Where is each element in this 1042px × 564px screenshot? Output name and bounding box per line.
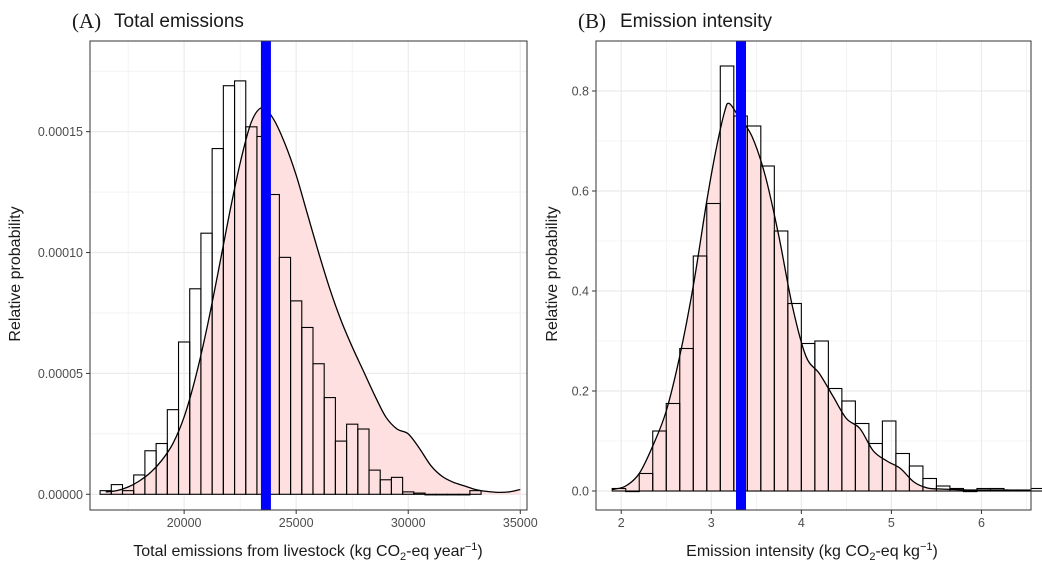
panel-b-panel-border [595,40,1032,511]
panel-a-histogram-bar [357,428,370,495]
panel-a-x-title-pre: Total emissions from livestock (kg CO [133,543,400,560]
panel-b-x-tick-label: 6 [978,516,985,530]
panel-b-y-tick-label: 0.4 [572,285,589,299]
panel-b-x-title-pre: Emission intensity (kg CO [686,543,869,560]
panel-a-x-tick-label: 35000 [503,516,538,530]
panel-b-x-axis-title: Emission intensity (kg CO2-eq kg−1) [686,541,938,563]
panel-b-plot: 2 3 4 5 6 0.0 0.2 0.4 0.6 0.8 [572,40,1042,530]
panel-a-histogram-bar [435,493,448,496]
panel-a-histogram-bar [458,493,471,496]
panel-a-letter: (A) [72,9,101,33]
panel-b-histogram-bar [1030,487,1042,492]
panel-a-density-line [105,106,521,494]
panel-a-x-title-post: ) [477,543,482,560]
panel-b-density-line [612,102,1009,491]
panel-a-x-tick-label: 25000 [279,516,314,530]
panel-a-histogram-bar [469,490,482,495]
panel-b-x-tick-label: 2 [618,516,625,530]
panel-b-x-tick-label: 3 [708,516,715,530]
panel-a-histogram-bar [413,492,426,495]
panel-a-y-tick-label: 0.00005 [38,367,83,381]
panel-a: (A) Total emissions Relative probability… [7,9,538,563]
panel-b-x-tick-label: 5 [888,516,895,530]
panel-b-histogram-bar [1016,489,1032,492]
panel-b-y-tick-label: 0.6 [572,185,589,199]
panel-b-density-area [612,103,1009,491]
panel-a-y-tick-label: 0.00015 [38,125,83,139]
panel-a-histogram-bar [446,493,460,496]
panel-a-y-tick-label: 0.00010 [38,246,83,260]
panel-a-density-area [105,107,521,495]
panel-a-x-tick-label: 20000 [167,516,202,530]
panel-b-histogram-bar [922,477,937,492]
panel-a-plot: 20000 25000 30000 35000 0.00000 0.00005 0.0001… [38,40,538,530]
panel-a-panel-border [89,40,528,511]
panel-b-y-tick-label: 0.0 [572,485,589,499]
panel-a-y-axis-title: Relative probability [7,206,24,341]
panel-b-letter: (B) [578,9,606,33]
panel-a-histogram-bar [390,476,404,495]
panel-b-x-title-post: ) [932,543,937,560]
panel-a-title: Total emissions [114,11,244,32]
panel-a-y-tick-label: 0.00000 [38,488,83,502]
panel-a-x-title-mid: -eq year [406,543,465,560]
panel-a-x-axis-title: Total emissions from livestock (kg CO2-e… [133,541,482,563]
panel-b-histogram-bar [962,490,978,493]
panel-b-histogram-bar [625,490,640,493]
panel-a-x-title-sub: 2 [400,551,406,563]
panel-b-y-tick-label: 0.8 [572,85,589,99]
panel-a-x-title-sup: −1 [465,541,478,553]
panel-b-x-title-sup: −1 [920,541,933,553]
panel-b-x-title-mid: -eq kg [875,543,919,560]
panel-a-histogram-bar [424,493,437,496]
panel-b: (B) Emission intensity Relative probabil… [544,9,1042,563]
panel-b-x-title-sub: 2 [869,551,875,563]
panel-b-y-tick-label: 0.2 [572,385,589,399]
panel-b-y-axis-title: Relative probability [544,206,561,341]
panel-b-title: Emission intensity [620,11,773,32]
panel-b-x-tick-label: 4 [798,516,805,530]
panel-a-x-tick-label: 30000 [391,516,426,530]
